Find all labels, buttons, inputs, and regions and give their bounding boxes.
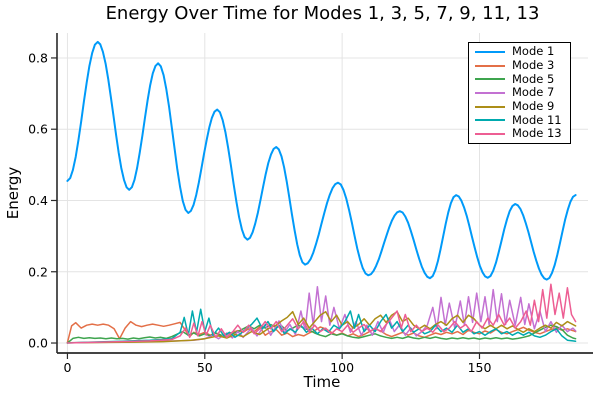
legend-line-swatch: [475, 51, 505, 54]
y-tick-label: 0.6: [28, 122, 48, 137]
x-tick-label: 150: [468, 360, 492, 375]
series-mode-11: [66, 308, 577, 344]
x-tick-label: 0: [63, 360, 71, 375]
legend-label: Mode 13: [512, 126, 562, 141]
y-tick-label: 0.2: [28, 264, 48, 279]
legend-label: Mode 1: [512, 44, 555, 59]
series-mode-5: [66, 323, 577, 344]
x-tick-label: 100: [330, 360, 354, 375]
legend-line-swatch: [475, 78, 505, 81]
y-tick-label: 0.4: [28, 193, 48, 208]
x-tick-label: 50: [197, 360, 213, 375]
legend-line-swatch: [475, 105, 505, 108]
legend-item-mode-9: Mode 9: [475, 100, 570, 113]
legend-item-mode-1: Mode 1: [475, 46, 570, 59]
legend-label: Mode 7: [512, 85, 555, 100]
legend-line-swatch: [475, 92, 505, 94]
legend: Mode 1 Mode 3 Mode 5 Mode 7 Mode 9 Mode 11 Mod…: [468, 42, 571, 144]
legend-item-mode-3: Mode 3: [475, 59, 570, 72]
series-mode-3: [66, 320, 577, 344]
legend-item-mode-11: Mode 11: [475, 114, 570, 127]
legend-item-mode-7: Mode 7: [475, 87, 570, 100]
legend-line-swatch: [475, 132, 505, 135]
series-mode-7: [66, 285, 577, 344]
legend-item-mode-13: Mode 13: [475, 127, 570, 140]
chart-title: Energy Over Time for Modes 1, 3, 5, 7, 9…: [105, 3, 540, 24]
legend-line-swatch: [475, 64, 505, 67]
y-tick-label: 0.0: [28, 336, 48, 351]
series-mode-13: [66, 283, 577, 344]
legend-label: Mode 11: [512, 112, 562, 127]
legend-label: Mode 5: [512, 71, 555, 86]
y-axis-label: Energy: [4, 166, 22, 220]
x-axis-label: Time: [303, 373, 341, 391]
y-tick-label: 0.8: [28, 50, 48, 65]
legend-label: Mode 3: [512, 58, 555, 72]
legend-label: Mode 9: [512, 98, 555, 113]
legend-line-swatch: [475, 119, 505, 122]
series-mode-1: [66, 40, 577, 281]
legend-item-mode-5: Mode 5: [475, 73, 570, 86]
